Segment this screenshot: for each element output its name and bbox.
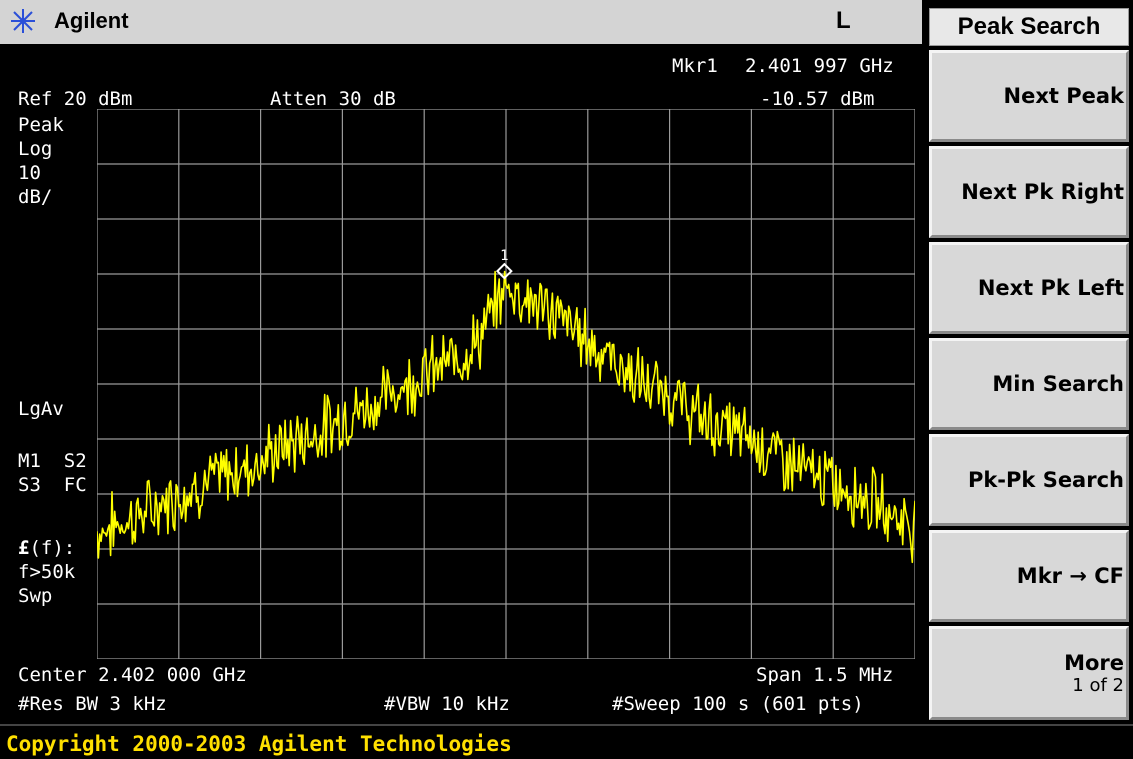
- brand-name: Agilent: [54, 8, 129, 33]
- softkey-label: Next Pk Right: [961, 180, 1124, 204]
- min-search-button[interactable]: Min Search: [929, 338, 1129, 430]
- brand: Agilent: [10, 8, 129, 34]
- status-bar: Copyright 2000-2003 Agilent Technologies: [0, 724, 1133, 759]
- marker-1: 1: [495, 248, 513, 280]
- function-symbol: £: [18, 537, 30, 559]
- m1-s2-label: M1 S2: [18, 450, 87, 472]
- next-pk-right-button[interactable]: Next Pk Right: [929, 146, 1129, 238]
- scale-value-label: 10: [18, 162, 41, 184]
- copyright-text: Copyright 2000-2003 Agilent Technologies: [6, 732, 512, 756]
- next-pk-left-button[interactable]: Next Pk Left: [929, 242, 1129, 334]
- softkey-label: Next Pk Left: [977, 276, 1124, 300]
- next-peak-button[interactable]: Next Peak: [929, 50, 1129, 142]
- function-label: £(f):: [18, 537, 75, 559]
- span: Span 1.5 MHz: [756, 664, 894, 686]
- softkey-page-indicator: 1 of 2: [1072, 674, 1124, 696]
- attenuation: Atten 30 dB: [270, 88, 396, 110]
- average-type-label: LgAv: [18, 398, 64, 420]
- marker-level: -10.57 dBm: [760, 88, 875, 110]
- spectrum-trace: [97, 270, 915, 564]
- agilent-spark-icon: [11, 9, 35, 33]
- marker-frequency: 2.401 997 GHz: [745, 55, 894, 77]
- function-args: (f):: [29, 537, 76, 559]
- s3-fc-label: S3 FC: [18, 474, 87, 496]
- graticule: [97, 109, 915, 659]
- mode-indicator: L: [836, 7, 851, 34]
- reference-level: Ref 20 dBm: [18, 88, 133, 110]
- detector-label: Peak: [18, 114, 64, 136]
- pk-pk-search-button[interactable]: Pk-Pk Search: [929, 434, 1129, 526]
- marker-diamond-icon: [495, 262, 513, 280]
- center-frequency: Center 2.402 000 GHz: [18, 664, 247, 686]
- softkey-label: Mkr → CF: [1016, 564, 1124, 588]
- sweep-time: #Sweep 100 s (601 pts): [612, 693, 864, 715]
- softkey-label: Min Search: [992, 372, 1124, 396]
- marker-to-cf-button[interactable]: Mkr → CF: [929, 530, 1129, 622]
- filter-label: f>50k: [18, 561, 76, 583]
- sweep-label: Swp: [18, 585, 53, 607]
- title-bar: Agilent L: [0, 0, 924, 44]
- video-bandwidth: #VBW 10 kHz: [384, 693, 510, 715]
- softkey-label: Next Peak: [1003, 84, 1124, 108]
- softkey-label: Pk-Pk Search: [967, 468, 1124, 492]
- resolution-bandwidth: #Res BW 3 kHz: [18, 693, 167, 715]
- marker-number: 1: [500, 248, 508, 264]
- scale-unit-label: dB/: [18, 186, 53, 208]
- softkey-menu-title: Peak Search: [929, 8, 1129, 46]
- scale-type-label: Log: [18, 138, 53, 160]
- spectrum-plot: 1: [97, 109, 915, 659]
- softkey-label: More: [1064, 650, 1124, 675]
- more-button[interactable]: More 1 of 2: [929, 626, 1129, 720]
- marker-label: Mkr1: [672, 55, 718, 77]
